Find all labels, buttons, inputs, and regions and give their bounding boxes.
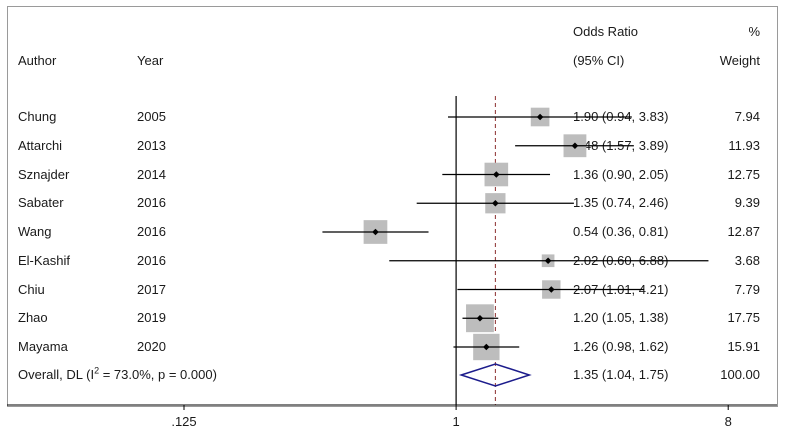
study-year: 2017 [137,281,166,297]
study-author: Chung [18,109,57,124]
study-weight-text: 12.75 [727,166,760,182]
study-weight-text: 7.94 [734,109,760,124]
study-weight-text: 12.87 [727,224,760,239]
study-point-estimate [476,314,484,322]
study-author: Attarchi [18,137,63,153]
study-year: 2016 [137,224,166,239]
x-axis-tick-label: 8 [724,414,732,429]
overall-diamond [458,363,532,387]
x-axis-tick-label: 1 [452,414,460,429]
study-author: El-Kashif [18,252,71,268]
study-weight-text: 11.93 [728,137,760,153]
study-or-text: 1.26 (0.98, 1.62) [573,339,669,354]
study-weight-text: 7.79 [734,281,760,297]
study-year: 2014 [137,166,166,182]
study-weight-text: 3.68 [734,252,760,268]
study-year: 2013 [137,137,166,153]
study-year: 2016 [137,195,166,211]
study-year: 2005 [137,109,166,124]
header-year: Year [137,53,164,68]
plot-frame [7,6,778,407]
overall-label: Overall, DL (I2 = 73.0%, p = 0.000) [18,365,217,382]
overall-weight-text: 100.00 [720,367,760,382]
study-weight-text: 17.75 [727,310,760,326]
study-or-text: 1.36 (0.90, 2.05) [573,166,669,182]
study-year: 2020 [137,339,166,354]
study-weight-text: 9.39 [734,195,760,211]
study-point-estimate [492,199,499,207]
study-point-estimate [372,228,379,236]
study-weight-text: 15.91 [727,339,760,354]
study-or-text: 1.35 (0.74, 2.46) [573,195,669,211]
study-point-estimate [493,171,500,178]
study-point-estimate [548,286,555,293]
study-author: Chiu [18,281,45,297]
study-author: Zhao [18,310,48,326]
study-or-text: 1.20 (1.05, 1.38) [573,310,669,326]
x-axis-tick-label: .125 [171,414,197,429]
header-ci: (95% CI) [573,53,625,68]
study-year: 2016 [137,252,166,268]
header-weight: Weight [719,53,760,68]
header-author: Author [18,53,57,68]
study-author: Wang [18,224,52,239]
study-author: Mayama [18,339,68,354]
header-percent: % [748,24,760,39]
study-point-estimate [536,113,544,121]
overall-or-text: 1.35 (1.04, 1.75) [573,367,669,382]
study-year: 2019 [137,310,166,326]
study-point-estimate [571,142,579,150]
study-point-estimate [483,343,490,351]
study-author: Sznajder [18,166,70,182]
header-odds-ratio: Odds Ratio [573,24,639,39]
study-point-estimate [544,257,552,265]
study-author: Sabater [18,195,64,211]
study-or-text: 0.54 (0.36, 0.81) [573,224,669,239]
